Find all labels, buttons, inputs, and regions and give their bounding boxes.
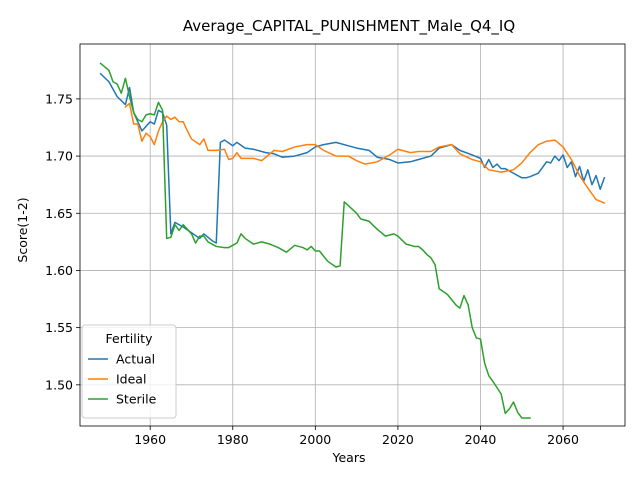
series-line-ideal [124, 102, 606, 204]
y-tick-label: 1.75 [45, 91, 73, 106]
y-axis-title: Score(1-2) [15, 197, 30, 262]
y-tick-label: 1.70 [45, 149, 73, 164]
x-axis-title: Years [332, 450, 366, 465]
legend-box [81, 324, 177, 419]
x-tick-label: 1960 [134, 432, 166, 447]
x-tick-label: 2020 [382, 432, 414, 447]
x-tick-label: 1980 [217, 432, 249, 447]
y-tick-label: 1.55 [45, 320, 73, 335]
series-line-actual [99, 72, 606, 244]
x-tick-label: 2000 [299, 432, 331, 447]
y-tick-label: 1.60 [45, 263, 73, 278]
legend-label-sterile: Sterile [116, 392, 157, 407]
x-tick-label: 2040 [465, 432, 497, 447]
plot-area-frame [79, 43, 626, 427]
legend-title: Fertility [106, 331, 154, 346]
axis-ticks: 1960 1980 2000 2020 2040 2060 1.50 1.55 1.60 1.65… [45, 91, 579, 447]
chart-title: Average_CAPITAL_PUNISHMENT_Male_Q4_IQ [183, 17, 515, 36]
y-tick-label: 1.50 [45, 377, 73, 392]
series-lines [99, 62, 606, 419]
y-tick-label: 1.65 [45, 206, 73, 221]
x-tick-label: 2060 [547, 432, 579, 447]
legend: Fertility Actual Ideal Sterile [81, 324, 177, 419]
legend-label-actual: Actual [116, 352, 155, 367]
series-line-sterile [99, 62, 531, 419]
legend-label-ideal: Ideal [116, 372, 146, 387]
